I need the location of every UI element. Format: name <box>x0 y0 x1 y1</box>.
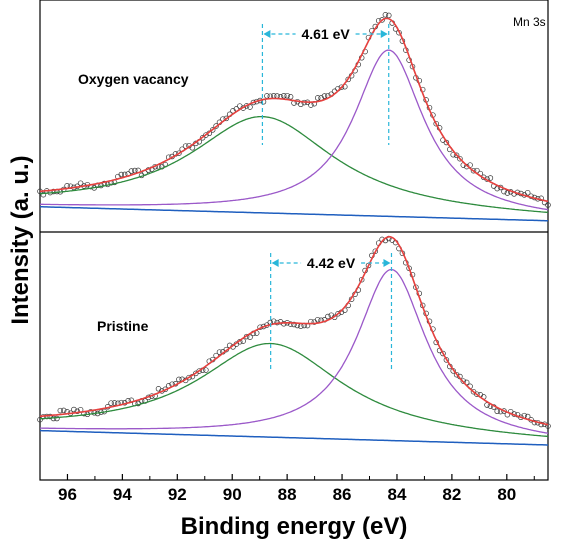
splitting-value: 4.42 eV <box>307 255 356 271</box>
raw-data-point <box>453 152 460 159</box>
raw-data-point <box>216 349 223 355</box>
raw-data-point <box>382 12 389 18</box>
raw-data-point <box>50 188 57 195</box>
x-ticks: 96 94 92 90 88 86 84 82 80 <box>39 474 535 504</box>
panel-label-pristine: Pristine <box>97 318 149 334</box>
fit-peak-high <box>40 342 549 438</box>
raw-data-point <box>287 94 294 100</box>
raw-data-point <box>298 323 304 329</box>
x-tick-label: 88 <box>278 485 297 504</box>
splitting-value: 4.61 eV <box>301 26 350 42</box>
raw-data-point <box>186 374 192 381</box>
raw-data-point <box>474 391 480 397</box>
x-tick-label: 80 <box>497 485 516 504</box>
raw-data-point <box>538 195 544 202</box>
raw-data-point <box>379 17 385 23</box>
raw-data-point <box>40 191 47 198</box>
raw-data-point <box>440 350 446 357</box>
raw-data-point <box>494 185 500 192</box>
raw-data-point <box>284 92 290 99</box>
raw-data-point <box>57 407 64 414</box>
arrowhead-left <box>271 259 279 267</box>
raw-data-point <box>386 12 392 19</box>
raw-data-point <box>37 416 43 423</box>
panel-pristine: 4.42 eV <box>37 235 551 446</box>
x-tick-label: 90 <box>223 485 242 504</box>
envelope-line <box>39 17 549 203</box>
raw-data-point <box>71 406 77 413</box>
spectra-layer: 4.61 eV 4.42 eV <box>37 12 551 446</box>
raw-data-point <box>325 313 331 320</box>
raw-data-point <box>77 180 84 186</box>
raw-data-point <box>470 167 477 174</box>
raw-data-point <box>314 316 321 323</box>
raw-data-point <box>243 103 250 109</box>
raw-data-point <box>196 368 202 374</box>
panel-oxygen-vacancy: 4.61 eV <box>37 12 551 222</box>
raw-data-point <box>128 168 135 174</box>
raw-data-point <box>460 378 467 384</box>
background-line <box>40 429 548 446</box>
raw-data-point <box>209 127 216 133</box>
x-tick-label: 96 <box>58 485 77 504</box>
raw-data-point <box>274 93 280 99</box>
raw-data-point <box>281 93 287 99</box>
raw-data-point <box>118 171 125 178</box>
x-tick-label: 92 <box>168 485 187 504</box>
corner-label: Mn 3s <box>513 15 546 29</box>
raw-data-point <box>321 93 328 99</box>
x-axis-title: Binding energy (eV) <box>181 513 408 540</box>
raw-data-point <box>213 123 219 129</box>
raw-data-point <box>291 321 297 328</box>
raw-data-point <box>545 423 551 429</box>
raw-data-point <box>111 400 118 406</box>
raw-data-point <box>314 95 321 101</box>
raw-data-point <box>74 408 81 415</box>
raw-data-point <box>443 357 450 363</box>
arrowhead-right <box>380 30 388 38</box>
raw-data-point <box>203 367 209 373</box>
raw-data-point <box>524 189 531 196</box>
raw-data-point <box>223 115 230 122</box>
raw-data-point <box>494 408 500 415</box>
raw-data-point <box>132 167 138 174</box>
raw-data-point <box>60 407 67 414</box>
x-tick-label: 82 <box>442 485 461 504</box>
raw-data-point <box>433 120 439 127</box>
envelope-line <box>39 236 549 426</box>
fit-peak-low <box>40 49 549 211</box>
raw-data-point <box>54 415 60 422</box>
panel-label-oxygen-vacancy: Oxygen vacancy <box>78 71 189 87</box>
raw-data-point <box>545 202 551 208</box>
raw-data-point <box>345 76 351 83</box>
x-tick-label: 84 <box>388 485 407 504</box>
arrowhead-left <box>263 30 271 38</box>
raw-data-point <box>487 175 494 181</box>
plot-frame <box>39 0 549 481</box>
raw-data-point <box>504 190 511 196</box>
raw-data-point <box>176 150 182 156</box>
raw-data-point <box>176 376 182 383</box>
fit-sum-line <box>39 17 549 202</box>
y-axis-title: Intensity (a. u.) <box>7 155 34 324</box>
raw-data-point <box>199 135 206 141</box>
raw-data-point <box>338 84 345 90</box>
raw-data-point <box>335 311 341 317</box>
raw-data-point <box>457 155 463 162</box>
raw-data-point <box>108 400 114 406</box>
raw-data-point <box>203 132 209 138</box>
x-tick-label: 94 <box>113 485 132 504</box>
raw-data-point <box>358 276 365 283</box>
raw-data-point <box>453 371 460 378</box>
raw-data-point <box>250 99 257 106</box>
raw-data-point <box>538 421 544 428</box>
background-line <box>40 206 549 222</box>
x-tick-label: 86 <box>333 485 352 504</box>
fit-peak-high <box>39 115 549 214</box>
arrowhead-right <box>383 259 391 267</box>
raw-data-point <box>287 321 294 327</box>
raw-data-point <box>247 334 253 340</box>
fit-peak-low <box>40 268 549 434</box>
